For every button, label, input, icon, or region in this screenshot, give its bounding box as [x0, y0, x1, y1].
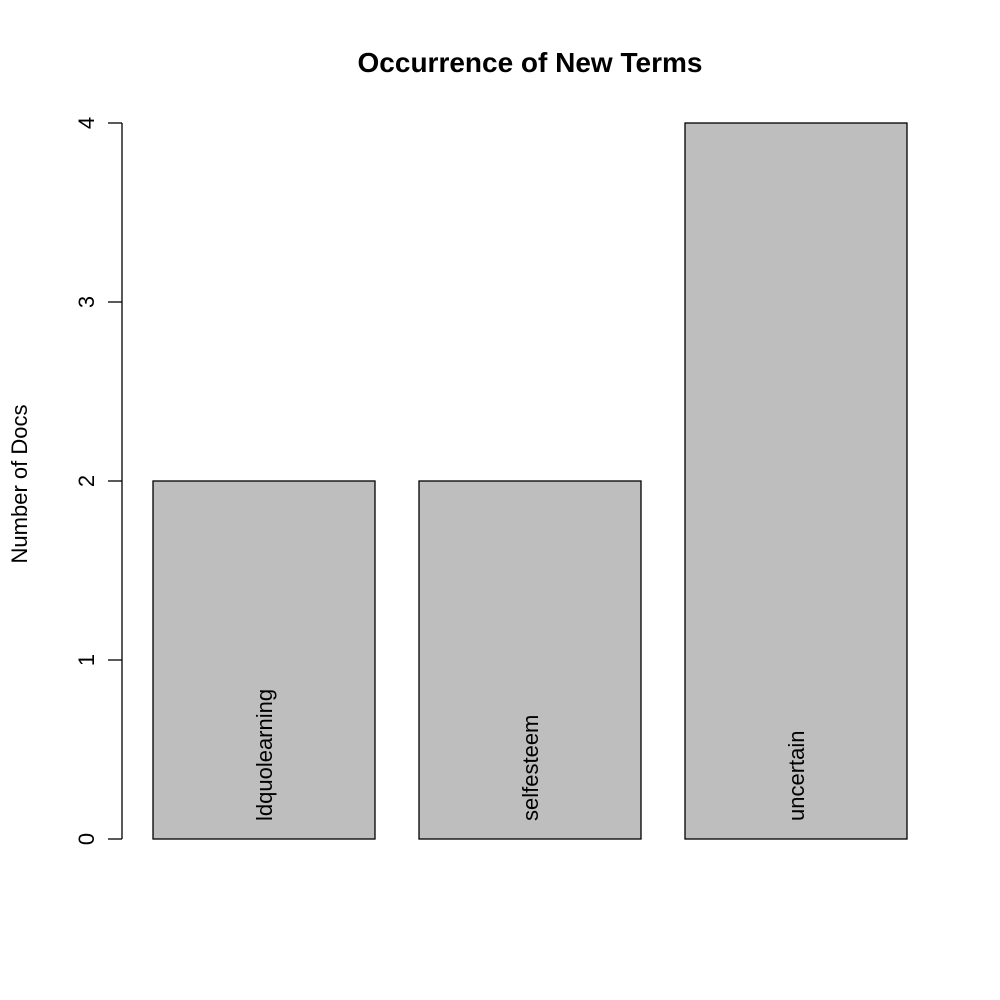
y-tick-label: 4 — [74, 117, 99, 129]
y-tick-label: 3 — [74, 296, 99, 308]
y-tick-label: 2 — [74, 475, 99, 487]
bars-group — [152, 122, 908, 840]
bar-label-uncertain: uncertain — [784, 730, 809, 821]
y-axis-label: Number of Docs — [7, 405, 32, 564]
bar-uncertain — [684, 122, 908, 840]
y-tick-label: 1 — [74, 654, 99, 666]
bar-label-selfesteem: selfesteem — [518, 715, 543, 821]
y-tick-label: 0 — [74, 833, 99, 845]
bar-ldquolearning — [152, 480, 376, 840]
y-axis: 0 1 2 3 4 — [74, 117, 123, 845]
chart-title: Occurrence of New Terms — [358, 47, 703, 78]
bar-labels-group: ldquolearning selfesteem uncertain — [252, 689, 809, 821]
bar-label-ldquolearning: ldquolearning — [252, 689, 277, 821]
bar-selfesteem — [418, 480, 642, 840]
